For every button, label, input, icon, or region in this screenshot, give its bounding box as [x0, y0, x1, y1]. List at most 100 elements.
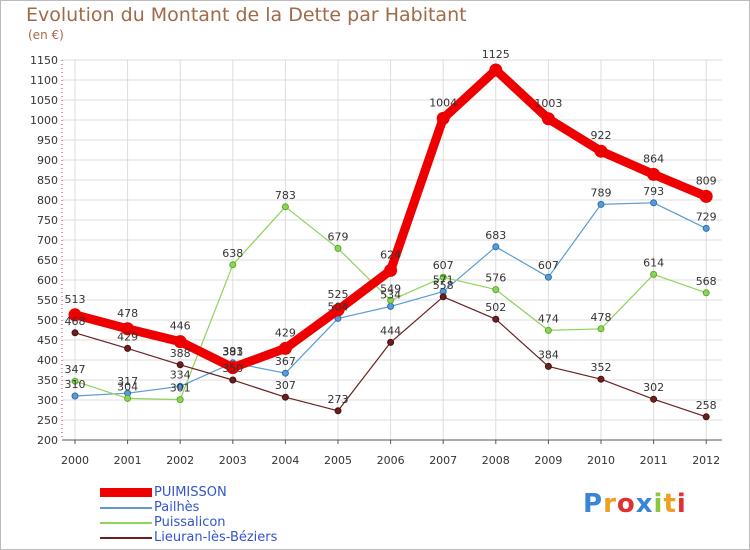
- legend-item: Pailhès: [100, 500, 199, 515]
- x-tick-label: 2010: [587, 454, 615, 467]
- data-point: [492, 243, 500, 251]
- data-point: [281, 393, 289, 401]
- data-label: 504: [328, 300, 349, 313]
- data-label: 304: [117, 380, 138, 393]
- data-point: [387, 302, 395, 310]
- data-point: [544, 362, 552, 370]
- y-tick-label: 350: [37, 374, 58, 387]
- data-label: 381: [222, 346, 243, 359]
- legend-label: Puissalicon: [154, 515, 226, 530]
- x-tick-label: 2002: [166, 454, 194, 467]
- data-label: 525: [328, 288, 349, 301]
- data-point: [384, 263, 398, 277]
- x-tick-label: 2011: [640, 454, 668, 467]
- data-label: 789: [591, 186, 612, 199]
- data-label: 307: [275, 379, 296, 392]
- data-point: [334, 244, 342, 252]
- x-tick-label: 2009: [534, 454, 562, 467]
- data-label: 624: [380, 248, 401, 261]
- data-point: [331, 303, 345, 317]
- legend-item: Lieuran-lès-Béziers: [100, 530, 277, 545]
- data-point: [176, 361, 184, 369]
- legend-swatch: [100, 488, 152, 497]
- x-tick-label: 2005: [324, 454, 352, 467]
- data-point: [702, 224, 710, 232]
- data-label: 513: [65, 293, 86, 306]
- data-point: [544, 273, 552, 281]
- data-point: [281, 369, 289, 377]
- y-tick-label: 700: [37, 234, 58, 247]
- data-label: 273: [328, 393, 349, 406]
- data-point: [176, 382, 184, 390]
- x-tick-label: 2012: [692, 454, 720, 467]
- data-point: [124, 394, 132, 402]
- data-label: 607: [538, 259, 559, 272]
- data-point: [492, 286, 500, 294]
- data-label: 864: [643, 152, 664, 165]
- data-label: 1003: [534, 97, 562, 110]
- data-label: 350: [222, 362, 243, 375]
- y-tick-label: 1050: [30, 94, 58, 107]
- x-tick-label: 2004: [271, 454, 299, 467]
- y-tick-label: 900: [37, 154, 58, 167]
- data-label: 571: [433, 274, 454, 287]
- data-label: 478: [591, 311, 612, 324]
- data-point: [439, 293, 447, 301]
- data-label: 1004: [429, 96, 457, 109]
- data-label: 576: [485, 272, 506, 285]
- data-label: 783: [275, 189, 296, 202]
- data-point: [71, 377, 79, 385]
- x-tick-label: 2007: [429, 454, 457, 467]
- data-point: [176, 396, 184, 404]
- y-tick-label: 200: [37, 434, 58, 447]
- data-point: [278, 341, 292, 355]
- data-point: [597, 200, 605, 208]
- x-tick-label: 2000: [61, 454, 89, 467]
- data-label: 384: [538, 348, 559, 361]
- y-tick-label: 300: [37, 394, 58, 407]
- legend-swatch: [100, 506, 152, 509]
- data-point: [650, 199, 658, 207]
- legend-swatch: [100, 536, 152, 539]
- legend-label: Pailhès: [154, 500, 200, 515]
- data-label: 258: [696, 399, 717, 412]
- y-tick-label: 550: [37, 294, 58, 307]
- data-point: [699, 189, 713, 203]
- data-label: 607: [433, 259, 454, 272]
- data-label: 729: [696, 210, 717, 223]
- data-label: 388: [170, 347, 191, 360]
- data-point: [650, 395, 658, 403]
- data-label: 1125: [482, 48, 510, 61]
- data-point: [647, 167, 661, 181]
- data-label: 558: [433, 279, 454, 292]
- data-label: 793: [643, 185, 664, 198]
- data-point: [597, 375, 605, 383]
- y-tick-label: 1000: [30, 114, 58, 127]
- data-label: 310: [65, 378, 86, 391]
- data-point: [121, 322, 135, 336]
- data-point: [489, 63, 503, 77]
- data-label: 444: [380, 324, 401, 337]
- data-point: [702, 413, 710, 421]
- data-label: 334: [170, 368, 191, 381]
- data-point: [597, 325, 605, 333]
- x-tick-label: 2006: [377, 454, 405, 467]
- data-label: 429: [117, 330, 138, 343]
- data-point: [229, 261, 237, 269]
- data-label: 502: [485, 301, 506, 314]
- data-label: 317: [117, 375, 138, 388]
- y-tick-label: 500: [37, 314, 58, 327]
- data-point: [281, 203, 289, 211]
- data-label: 478: [117, 307, 138, 320]
- data-point: [650, 270, 658, 278]
- data-label: 809: [696, 174, 717, 187]
- data-point: [334, 407, 342, 415]
- y-tick-label: 750: [37, 214, 58, 227]
- data-label: 614: [643, 256, 664, 269]
- data-label: 568: [696, 275, 717, 288]
- x-tick-label: 2008: [482, 454, 510, 467]
- data-point: [702, 289, 710, 297]
- proxiti-logo: Proxiti: [583, 489, 687, 519]
- data-label: 446: [170, 320, 191, 333]
